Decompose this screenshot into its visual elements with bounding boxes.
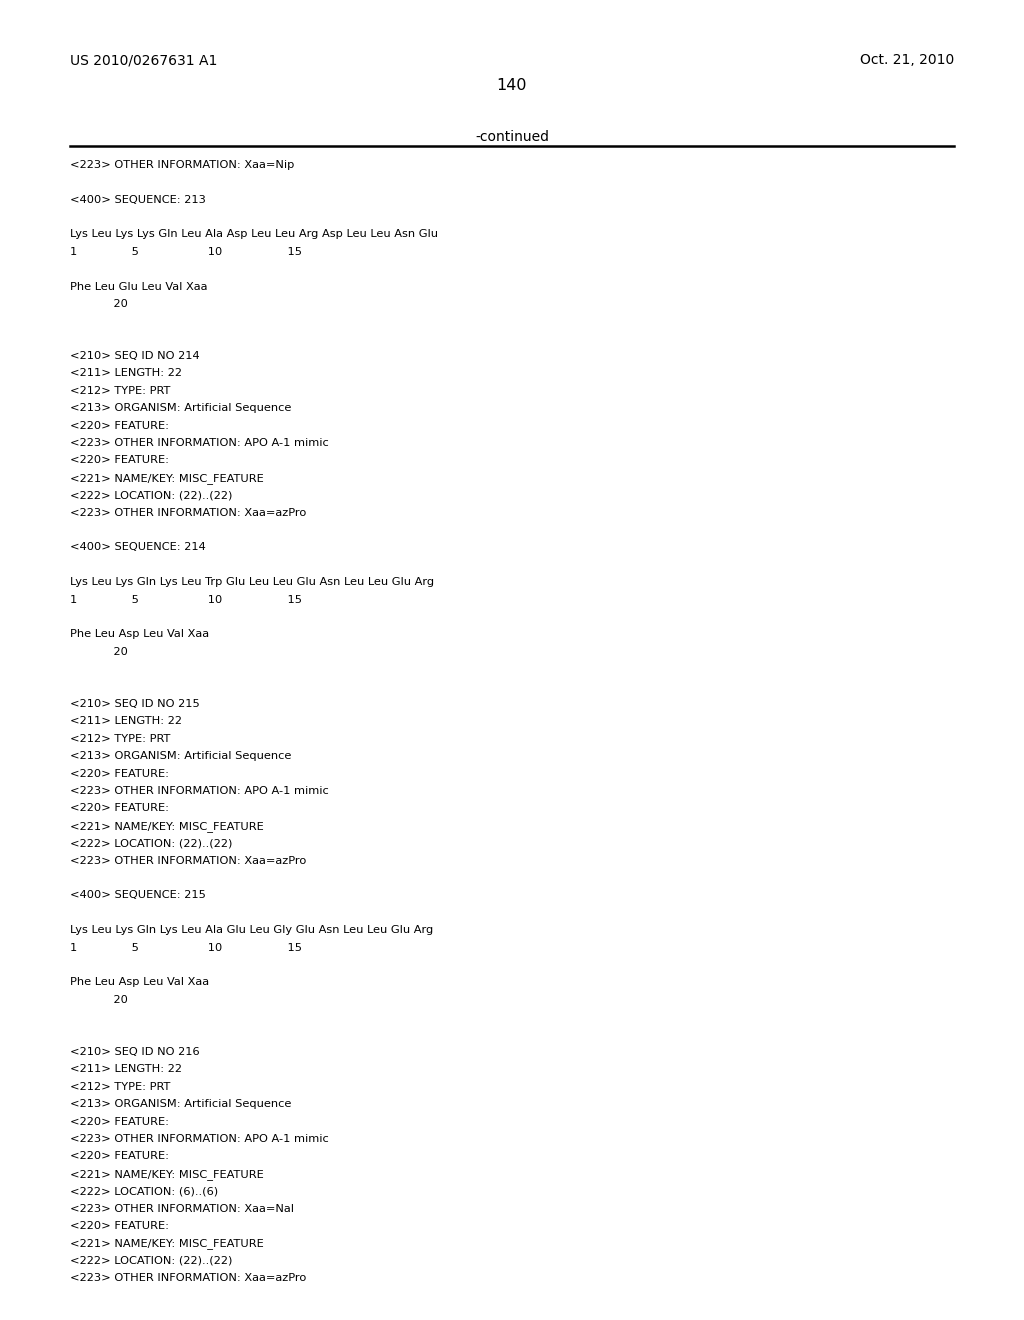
Text: -continued: -continued <box>475 131 549 144</box>
Text: <222> LOCATION: (6)..(6): <222> LOCATION: (6)..(6) <box>70 1187 218 1196</box>
Text: <220> FEATURE:: <220> FEATURE: <box>70 421 169 430</box>
Text: <213> ORGANISM: Artificial Sequence: <213> ORGANISM: Artificial Sequence <box>70 751 291 762</box>
Text: <221> NAME/KEY: MISC_FEATURE: <221> NAME/KEY: MISC_FEATURE <box>70 1238 263 1249</box>
Text: <223> OTHER INFORMATION: Xaa=Nal: <223> OTHER INFORMATION: Xaa=Nal <box>70 1204 294 1213</box>
Text: <222> LOCATION: (22)..(22): <222> LOCATION: (22)..(22) <box>70 1255 232 1266</box>
Text: <220> FEATURE:: <220> FEATURE: <box>70 455 169 466</box>
Text: <221> NAME/KEY: MISC_FEATURE: <221> NAME/KEY: MISC_FEATURE <box>70 821 263 832</box>
Text: Oct. 21, 2010: Oct. 21, 2010 <box>860 53 954 67</box>
Text: <212> TYPE: PRT: <212> TYPE: PRT <box>70 385 170 396</box>
Text: <212> TYPE: PRT: <212> TYPE: PRT <box>70 1082 170 1092</box>
Text: <213> ORGANISM: Artificial Sequence: <213> ORGANISM: Artificial Sequence <box>70 1100 291 1109</box>
Text: <222> LOCATION: (22)..(22): <222> LOCATION: (22)..(22) <box>70 490 232 500</box>
Text: <220> FEATURE:: <220> FEATURE: <box>70 1117 169 1126</box>
Text: <223> OTHER INFORMATION: APO A-1 mimic: <223> OTHER INFORMATION: APO A-1 mimic <box>70 1134 329 1144</box>
Text: <400> SEQUENCE: 213: <400> SEQUENCE: 213 <box>70 194 206 205</box>
Text: 20: 20 <box>70 298 128 309</box>
Text: <211> LENGTH: 22: <211> LENGTH: 22 <box>70 717 181 726</box>
Text: <210> SEQ ID NO 215: <210> SEQ ID NO 215 <box>70 700 200 709</box>
Text: Lys Leu Lys Lys Gln Leu Ala Asp Leu Leu Arg Asp Leu Leu Asn Glu: Lys Leu Lys Lys Gln Leu Ala Asp Leu Leu … <box>70 230 437 239</box>
Text: <220> FEATURE:: <220> FEATURE: <box>70 768 169 779</box>
Text: <400> SEQUENCE: 215: <400> SEQUENCE: 215 <box>70 891 206 900</box>
Text: <220> FEATURE:: <220> FEATURE: <box>70 1221 169 1232</box>
Text: <221> NAME/KEY: MISC_FEATURE: <221> NAME/KEY: MISC_FEATURE <box>70 1168 263 1180</box>
Text: 1               5                   10                  15: 1 5 10 15 <box>70 247 302 256</box>
Text: Phe Leu Asp Leu Val Xaa: Phe Leu Asp Leu Val Xaa <box>70 630 209 639</box>
Text: <400> SEQUENCE: 214: <400> SEQUENCE: 214 <box>70 543 206 553</box>
Text: <223> OTHER INFORMATION: Xaa=azPro: <223> OTHER INFORMATION: Xaa=azPro <box>70 508 306 517</box>
Text: <223> OTHER INFORMATION: Xaa=Nip: <223> OTHER INFORMATION: Xaa=Nip <box>70 160 294 170</box>
Text: Lys Leu Lys Gln Lys Leu Ala Glu Leu Gly Glu Asn Leu Leu Glu Arg: Lys Leu Lys Gln Lys Leu Ala Glu Leu Gly … <box>70 925 433 935</box>
Text: <210> SEQ ID NO 216: <210> SEQ ID NO 216 <box>70 1047 200 1057</box>
Text: 1               5                   10                  15: 1 5 10 15 <box>70 942 302 953</box>
Text: <211> LENGTH: 22: <211> LENGTH: 22 <box>70 368 181 379</box>
Text: <223> OTHER INFORMATION: APO A-1 mimic: <223> OTHER INFORMATION: APO A-1 mimic <box>70 785 329 796</box>
Text: <213> ORGANISM: Artificial Sequence: <213> ORGANISM: Artificial Sequence <box>70 404 291 413</box>
Text: Phe Leu Glu Leu Val Xaa: Phe Leu Glu Leu Val Xaa <box>70 281 207 292</box>
Text: 20: 20 <box>70 995 128 1005</box>
Text: Phe Leu Asp Leu Val Xaa: Phe Leu Asp Leu Val Xaa <box>70 977 209 987</box>
Text: <223> OTHER INFORMATION: APO A-1 mimic: <223> OTHER INFORMATION: APO A-1 mimic <box>70 438 329 447</box>
Text: <211> LENGTH: 22: <211> LENGTH: 22 <box>70 1064 181 1074</box>
Text: <223> OTHER INFORMATION: Xaa=azPro: <223> OTHER INFORMATION: Xaa=azPro <box>70 855 306 866</box>
Text: <210> SEQ ID NO 214: <210> SEQ ID NO 214 <box>70 351 200 362</box>
Text: <220> FEATURE:: <220> FEATURE: <box>70 1151 169 1162</box>
Text: 20: 20 <box>70 647 128 657</box>
Text: US 2010/0267631 A1: US 2010/0267631 A1 <box>70 53 217 67</box>
Text: <220> FEATURE:: <220> FEATURE: <box>70 804 169 813</box>
Text: <222> LOCATION: (22)..(22): <222> LOCATION: (22)..(22) <box>70 838 232 849</box>
Text: <223> OTHER INFORMATION: Xaa=azPro: <223> OTHER INFORMATION: Xaa=azPro <box>70 1274 306 1283</box>
Text: <221> NAME/KEY: MISC_FEATURE: <221> NAME/KEY: MISC_FEATURE <box>70 473 263 484</box>
Text: 140: 140 <box>497 78 527 92</box>
Text: 1               5                   10                  15: 1 5 10 15 <box>70 594 302 605</box>
Text: Lys Leu Lys Gln Lys Leu Trp Glu Leu Leu Glu Asn Leu Leu Glu Arg: Lys Leu Lys Gln Lys Leu Trp Glu Leu Leu … <box>70 577 434 587</box>
Text: <212> TYPE: PRT: <212> TYPE: PRT <box>70 734 170 744</box>
